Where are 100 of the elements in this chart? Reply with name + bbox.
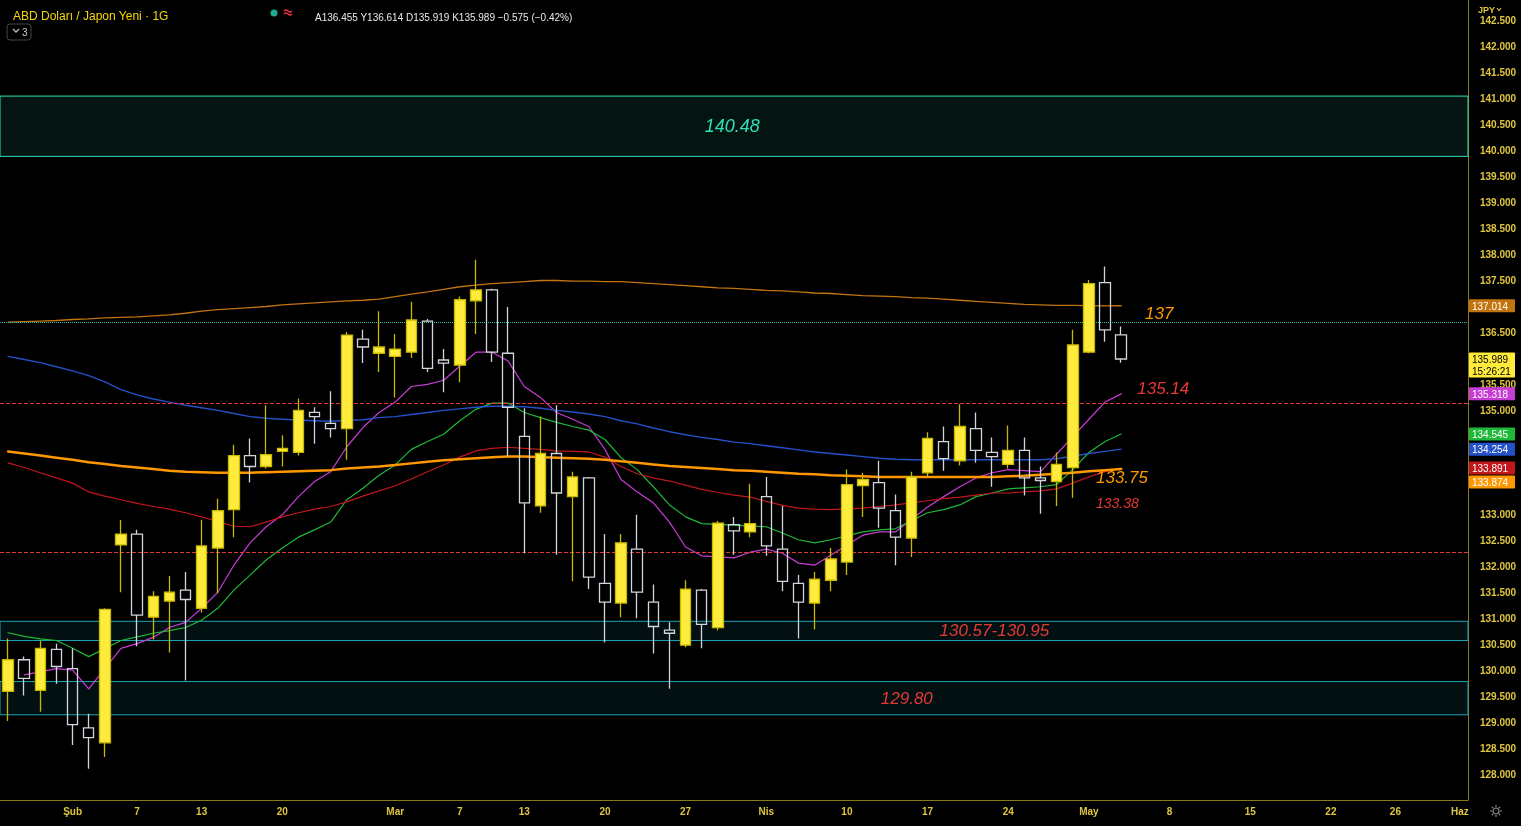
y-tick-label: 132.500	[1480, 534, 1517, 546]
candlestick	[50, 642, 63, 685]
candlestick	[437, 348, 450, 393]
candlestick	[630, 514, 644, 619]
x-tick-label: May	[1079, 805, 1100, 817]
candlestick	[66, 647, 79, 746]
candlestick	[1082, 279, 1096, 354]
text: 135.989 15:26:21	[1472, 354, 1512, 378]
candlestick	[985, 436, 999, 488]
x-tick-label: 10	[841, 805, 853, 817]
text: 134.545	[1472, 429, 1509, 441]
y-tick-label: 136.500	[1480, 326, 1517, 338]
candlestick	[388, 333, 402, 399]
candlestick	[550, 404, 563, 556]
candlestick	[776, 505, 789, 592]
candlestick	[276, 434, 289, 468]
y-axis-title: JPY	[1478, 4, 1496, 15]
candlestick	[340, 331, 354, 461]
x-tick-label: 17	[922, 805, 934, 817]
y-tick-label: 138.000	[1480, 249, 1517, 261]
candlestick	[614, 533, 628, 618]
candlestick	[663, 621, 676, 690]
line-series	[7, 355, 1122, 461]
x-tick-label: 7	[456, 805, 463, 817]
candlestick	[695, 588, 708, 649]
candlestick	[856, 472, 870, 518]
y-tick-label: 132.000	[1480, 560, 1517, 572]
annotation: 133.75	[1096, 467, 1149, 487]
annotation: 3	[22, 26, 28, 38]
y-tick-label: 128.500	[1480, 742, 1517, 754]
candlestick	[647, 583, 660, 655]
candlestick	[905, 471, 918, 558]
candlestick	[711, 520, 725, 631]
y-tick-label: 129.500	[1480, 690, 1517, 702]
candlestick	[1018, 436, 1031, 497]
candlestick	[421, 318, 434, 373]
candlestick	[921, 431, 934, 478]
x-tick-label: Nis	[758, 805, 775, 817]
band-label: 140.48	[704, 116, 760, 137]
candlestick	[1114, 325, 1128, 364]
x-tick-label: 20	[276, 805, 289, 817]
candlestick	[469, 259, 483, 335]
candlestick	[969, 411, 983, 464]
x-tick-label: 8	[1166, 805, 1173, 817]
candlestick	[1098, 265, 1112, 343]
ref-line-label: 135.14	[1137, 378, 1190, 398]
candlestick	[953, 403, 967, 467]
candlestick	[679, 579, 692, 648]
candlestick	[259, 404, 273, 470]
candlestick	[405, 301, 418, 359]
candlestick	[1066, 329, 1080, 499]
candlestick	[1050, 451, 1063, 507]
candlestick	[582, 476, 596, 590]
candlestick	[130, 529, 144, 647]
text: ABD Doları / Japon Yeni · 1G	[13, 9, 169, 23]
y-tick-label: 130.000	[1480, 664, 1517, 676]
candlestick	[824, 547, 838, 592]
x-tick-label: 13	[518, 805, 531, 817]
x-tick-label: Şub	[63, 805, 83, 817]
candlestick	[485, 288, 499, 363]
candlestick	[453, 295, 467, 383]
candlestick	[808, 571, 821, 631]
candlestick	[292, 397, 305, 457]
candlestick	[501, 306, 515, 458]
y-tick-label: 141.500	[1480, 67, 1517, 79]
annotation: 133.38	[1096, 495, 1140, 511]
text: 133.891	[1472, 463, 1509, 474]
x-tick-label: 27	[680, 805, 692, 817]
y-tick-label: 139.000	[1480, 197, 1517, 209]
candlestick	[163, 575, 176, 654]
x-tick-label: 22	[1325, 805, 1337, 817]
candlestick	[243, 437, 257, 484]
annotation: 137	[1145, 303, 1174, 323]
y-tick-label: 135.000	[1480, 404, 1517, 416]
candlestick	[179, 571, 192, 682]
x-tick-label: 15	[1244, 805, 1257, 817]
candlestick	[937, 425, 950, 472]
band-label: 130.57-130.95	[939, 621, 1050, 641]
candlestick	[1034, 465, 1047, 515]
text: 133.874	[1472, 477, 1509, 488]
candlestick	[598, 533, 612, 644]
candlestick	[872, 460, 886, 529]
line-series	[7, 279, 1122, 323]
candlestick	[17, 655, 31, 697]
candlestick	[760, 476, 773, 557]
candlestick	[195, 519, 208, 614]
y-tick-label: 139.500	[1480, 171, 1517, 183]
candlestick	[727, 516, 741, 556]
x-tick-label: 13	[196, 805, 208, 817]
text: 134.254	[1472, 444, 1509, 456]
candlestick	[211, 498, 225, 594]
y-tick-label: 142.000	[1480, 41, 1517, 53]
x-tick-label: 24	[1002, 805, 1015, 817]
candlestick	[82, 713, 95, 770]
y-tick-label: 131.500	[1480, 586, 1517, 598]
x-tick-label: 26	[1389, 805, 1402, 817]
candlestick	[227, 444, 241, 538]
candlestick	[324, 390, 337, 439]
y-tick-label: 140.500	[1480, 119, 1517, 131]
x-tick-label: Haz	[1451, 805, 1469, 817]
